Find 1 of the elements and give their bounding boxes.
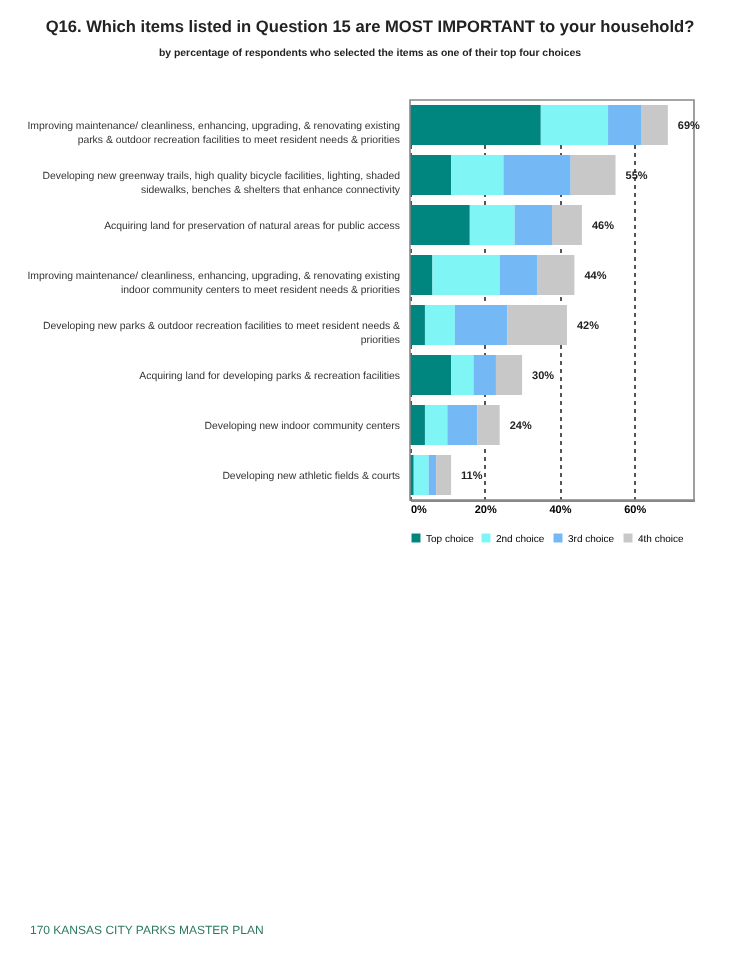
chart-title: Q16. Which items listed in Question 15 are MOST IMPORTANT to your household?	[45, 16, 695, 36]
